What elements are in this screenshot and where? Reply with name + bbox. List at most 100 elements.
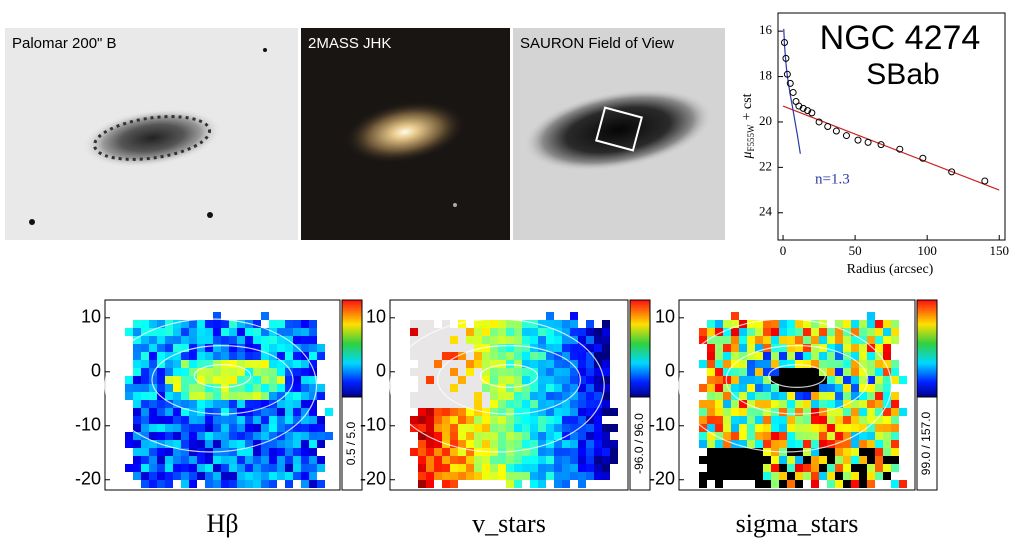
map-pixel [309, 392, 317, 400]
map-pixel [434, 432, 442, 440]
galaxy [82, 108, 222, 168]
map-pixel [285, 440, 293, 448]
map-pixel [803, 416, 811, 424]
map-pixel [245, 400, 253, 408]
map-pixel [771, 384, 779, 392]
data-point [896, 145, 904, 153]
map-pixel [610, 448, 618, 456]
map-pixel [261, 464, 269, 472]
map-pixel [149, 448, 157, 456]
galaxy [524, 89, 712, 171]
map-pixel [835, 368, 843, 376]
map-pixel [594, 408, 602, 416]
map-pixel [867, 368, 875, 376]
map-pixel [141, 472, 149, 480]
star [207, 212, 213, 218]
map-pixel [506, 432, 514, 440]
map-pixel [213, 400, 221, 408]
map-pixel [261, 440, 269, 448]
map-pixel [301, 368, 309, 376]
map-pixel [442, 352, 450, 360]
map-pixel [867, 400, 875, 408]
map-pixel [418, 440, 426, 448]
map-pixel [474, 408, 482, 416]
map-pixel [450, 424, 458, 432]
map-pixel [157, 432, 165, 440]
map-pixel [261, 328, 269, 336]
map-pixel [779, 376, 787, 384]
map-pixel [867, 440, 875, 448]
map-pixel [578, 352, 586, 360]
map-pixel [827, 472, 835, 480]
map-pixel [189, 328, 197, 336]
map-pixel [803, 384, 811, 392]
map-pixel [570, 352, 578, 360]
map-pixel [205, 328, 213, 336]
map-pixel [277, 392, 285, 400]
map-pixel [450, 336, 458, 344]
map-pixel [827, 352, 835, 360]
map-pixel [498, 432, 506, 440]
map-pixel [883, 416, 891, 424]
map-pixel [755, 416, 763, 424]
map-pixel [426, 400, 434, 408]
map-pixel [819, 320, 827, 328]
map-pixel [546, 456, 554, 464]
map-pixel [546, 392, 554, 400]
map-pixel [602, 456, 610, 464]
map-pixel [763, 360, 771, 368]
map-pixel [221, 336, 229, 344]
map-pixel [173, 408, 181, 416]
map-pixel [787, 384, 795, 392]
map-pixel [482, 320, 490, 328]
map-pixel [827, 480, 835, 488]
map-pixel [578, 472, 586, 480]
map-pixel [309, 424, 317, 432]
map-pixel [490, 368, 498, 376]
map-pixel [466, 328, 474, 336]
map-pixel [795, 344, 803, 352]
map-pixel [594, 336, 602, 344]
map-pixel [253, 456, 261, 464]
map-pixel [875, 408, 883, 416]
map-pixel [141, 464, 149, 472]
map-pixel [771, 456, 779, 464]
map-pixel [426, 344, 434, 352]
map-pixel [213, 416, 221, 424]
map-pixel [317, 392, 325, 400]
map-pixel [426, 472, 434, 480]
map-pixel [482, 336, 490, 344]
map-pixel [803, 376, 811, 384]
map-pixel [482, 344, 490, 352]
map-pixel [309, 344, 317, 352]
map-pixel [141, 320, 149, 328]
map-pixel [434, 352, 442, 360]
map-pixel [181, 320, 189, 328]
map-pixel [707, 344, 715, 352]
map-pixel [827, 344, 835, 352]
map-pixel [269, 456, 277, 464]
colorbar-range: -96.0 / 96.0 [632, 413, 646, 474]
y-label-symbol: μ [740, 151, 755, 159]
map-pixel [458, 360, 466, 368]
map-pixel [883, 336, 891, 344]
map-pixel [498, 456, 506, 464]
map-pixel [779, 432, 787, 440]
map-pixel [514, 360, 522, 368]
map-pixel [835, 376, 843, 384]
map-pixel [277, 352, 285, 360]
map-pixel [835, 408, 843, 416]
map-pixel [562, 336, 570, 344]
map-pixel [285, 456, 293, 464]
map-pixel [426, 328, 434, 336]
map-pixel [755, 376, 763, 384]
map-pixel [229, 384, 237, 392]
map-pixel [418, 336, 426, 344]
map-pixel [490, 432, 498, 440]
map-pixel [237, 456, 245, 464]
map-pixel [610, 424, 618, 432]
map-pixel [803, 360, 811, 368]
map-pixel [490, 456, 498, 464]
map-pixel [859, 328, 867, 336]
map-pixel [554, 472, 562, 480]
